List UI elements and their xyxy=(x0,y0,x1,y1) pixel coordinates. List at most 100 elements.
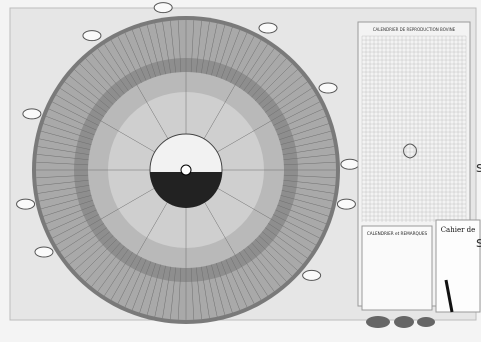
division-line xyxy=(239,44,268,88)
division-line xyxy=(280,195,331,210)
division-line xyxy=(225,259,248,308)
division-line xyxy=(273,101,320,126)
division-line xyxy=(36,161,89,166)
division-line xyxy=(91,53,125,94)
division-line xyxy=(177,267,182,320)
division-line xyxy=(279,200,329,217)
division-line xyxy=(283,161,336,166)
tag xyxy=(153,2,173,14)
division-line xyxy=(177,20,182,73)
division-line xyxy=(36,174,89,179)
division-line xyxy=(74,69,114,105)
tag xyxy=(340,158,360,170)
division-line xyxy=(283,179,336,186)
tag xyxy=(34,246,54,258)
division-line xyxy=(279,123,329,140)
division-line xyxy=(281,138,333,150)
division-line xyxy=(146,25,161,76)
division-line xyxy=(154,23,166,75)
division-line xyxy=(282,185,335,194)
tag xyxy=(302,269,322,281)
division-line xyxy=(85,58,121,98)
wheel-tags xyxy=(16,2,360,281)
division-line xyxy=(255,239,293,277)
division-line xyxy=(37,185,90,194)
division-line xyxy=(195,20,202,73)
division-line xyxy=(97,249,129,292)
division-line xyxy=(132,29,152,79)
tag xyxy=(22,108,42,120)
tag xyxy=(82,30,102,42)
grid-sheet-lines xyxy=(361,35,467,222)
division-line xyxy=(85,242,121,282)
pins-tray xyxy=(366,316,435,328)
division-line xyxy=(97,48,129,91)
division-line xyxy=(281,190,333,202)
division-line xyxy=(79,239,117,277)
division-line xyxy=(170,267,177,320)
division-line xyxy=(262,231,303,265)
division-line xyxy=(124,32,147,81)
division-line xyxy=(283,174,336,179)
division-line xyxy=(258,235,298,271)
division-line xyxy=(216,27,233,77)
division-line xyxy=(41,195,92,210)
notebook xyxy=(435,219,481,313)
tag xyxy=(336,198,356,210)
division-line xyxy=(262,75,303,109)
division-line xyxy=(104,44,133,88)
division-line xyxy=(91,246,125,287)
division-line xyxy=(211,25,226,76)
edge-letter: s xyxy=(476,160,481,176)
division-line xyxy=(39,138,91,150)
division-line xyxy=(265,227,308,259)
division-line xyxy=(117,257,142,304)
division-line xyxy=(55,94,155,153)
division-line xyxy=(268,88,312,117)
tag xyxy=(318,82,338,94)
division-line xyxy=(48,108,97,131)
division-line xyxy=(211,264,226,315)
division-line xyxy=(206,23,218,75)
division-line xyxy=(282,146,335,155)
division-line xyxy=(280,130,331,145)
division-line xyxy=(41,130,92,145)
division-line xyxy=(190,20,195,73)
division-line xyxy=(139,263,156,313)
division-line xyxy=(60,223,104,252)
division-line xyxy=(110,201,169,301)
division-line xyxy=(170,20,177,73)
division-line xyxy=(43,200,93,217)
division-line xyxy=(124,259,147,308)
tag xyxy=(16,198,36,210)
division-line xyxy=(273,214,320,239)
division-line xyxy=(36,179,89,186)
division-line xyxy=(201,266,210,319)
division-line xyxy=(243,249,275,292)
division-line xyxy=(247,246,281,287)
division-line xyxy=(230,36,255,83)
division-line xyxy=(195,267,202,320)
division-line xyxy=(190,267,195,320)
division-line xyxy=(64,81,107,113)
division-line xyxy=(268,223,312,252)
division-line xyxy=(239,252,268,296)
wheel-center-dark-half xyxy=(150,172,222,208)
division-line xyxy=(255,63,293,101)
wheel-divisions xyxy=(36,20,336,320)
division-line xyxy=(69,75,110,109)
division-line xyxy=(275,108,324,131)
division-line xyxy=(154,265,166,317)
division-line xyxy=(251,58,287,98)
division-line xyxy=(203,39,262,139)
division-line xyxy=(60,88,104,117)
pen xyxy=(444,279,454,313)
division-line xyxy=(36,154,89,161)
division-line xyxy=(275,209,324,232)
division-line xyxy=(220,261,240,311)
division-line xyxy=(277,116,327,136)
division-line xyxy=(216,263,233,313)
division-line xyxy=(55,187,155,246)
division-line xyxy=(39,190,91,202)
